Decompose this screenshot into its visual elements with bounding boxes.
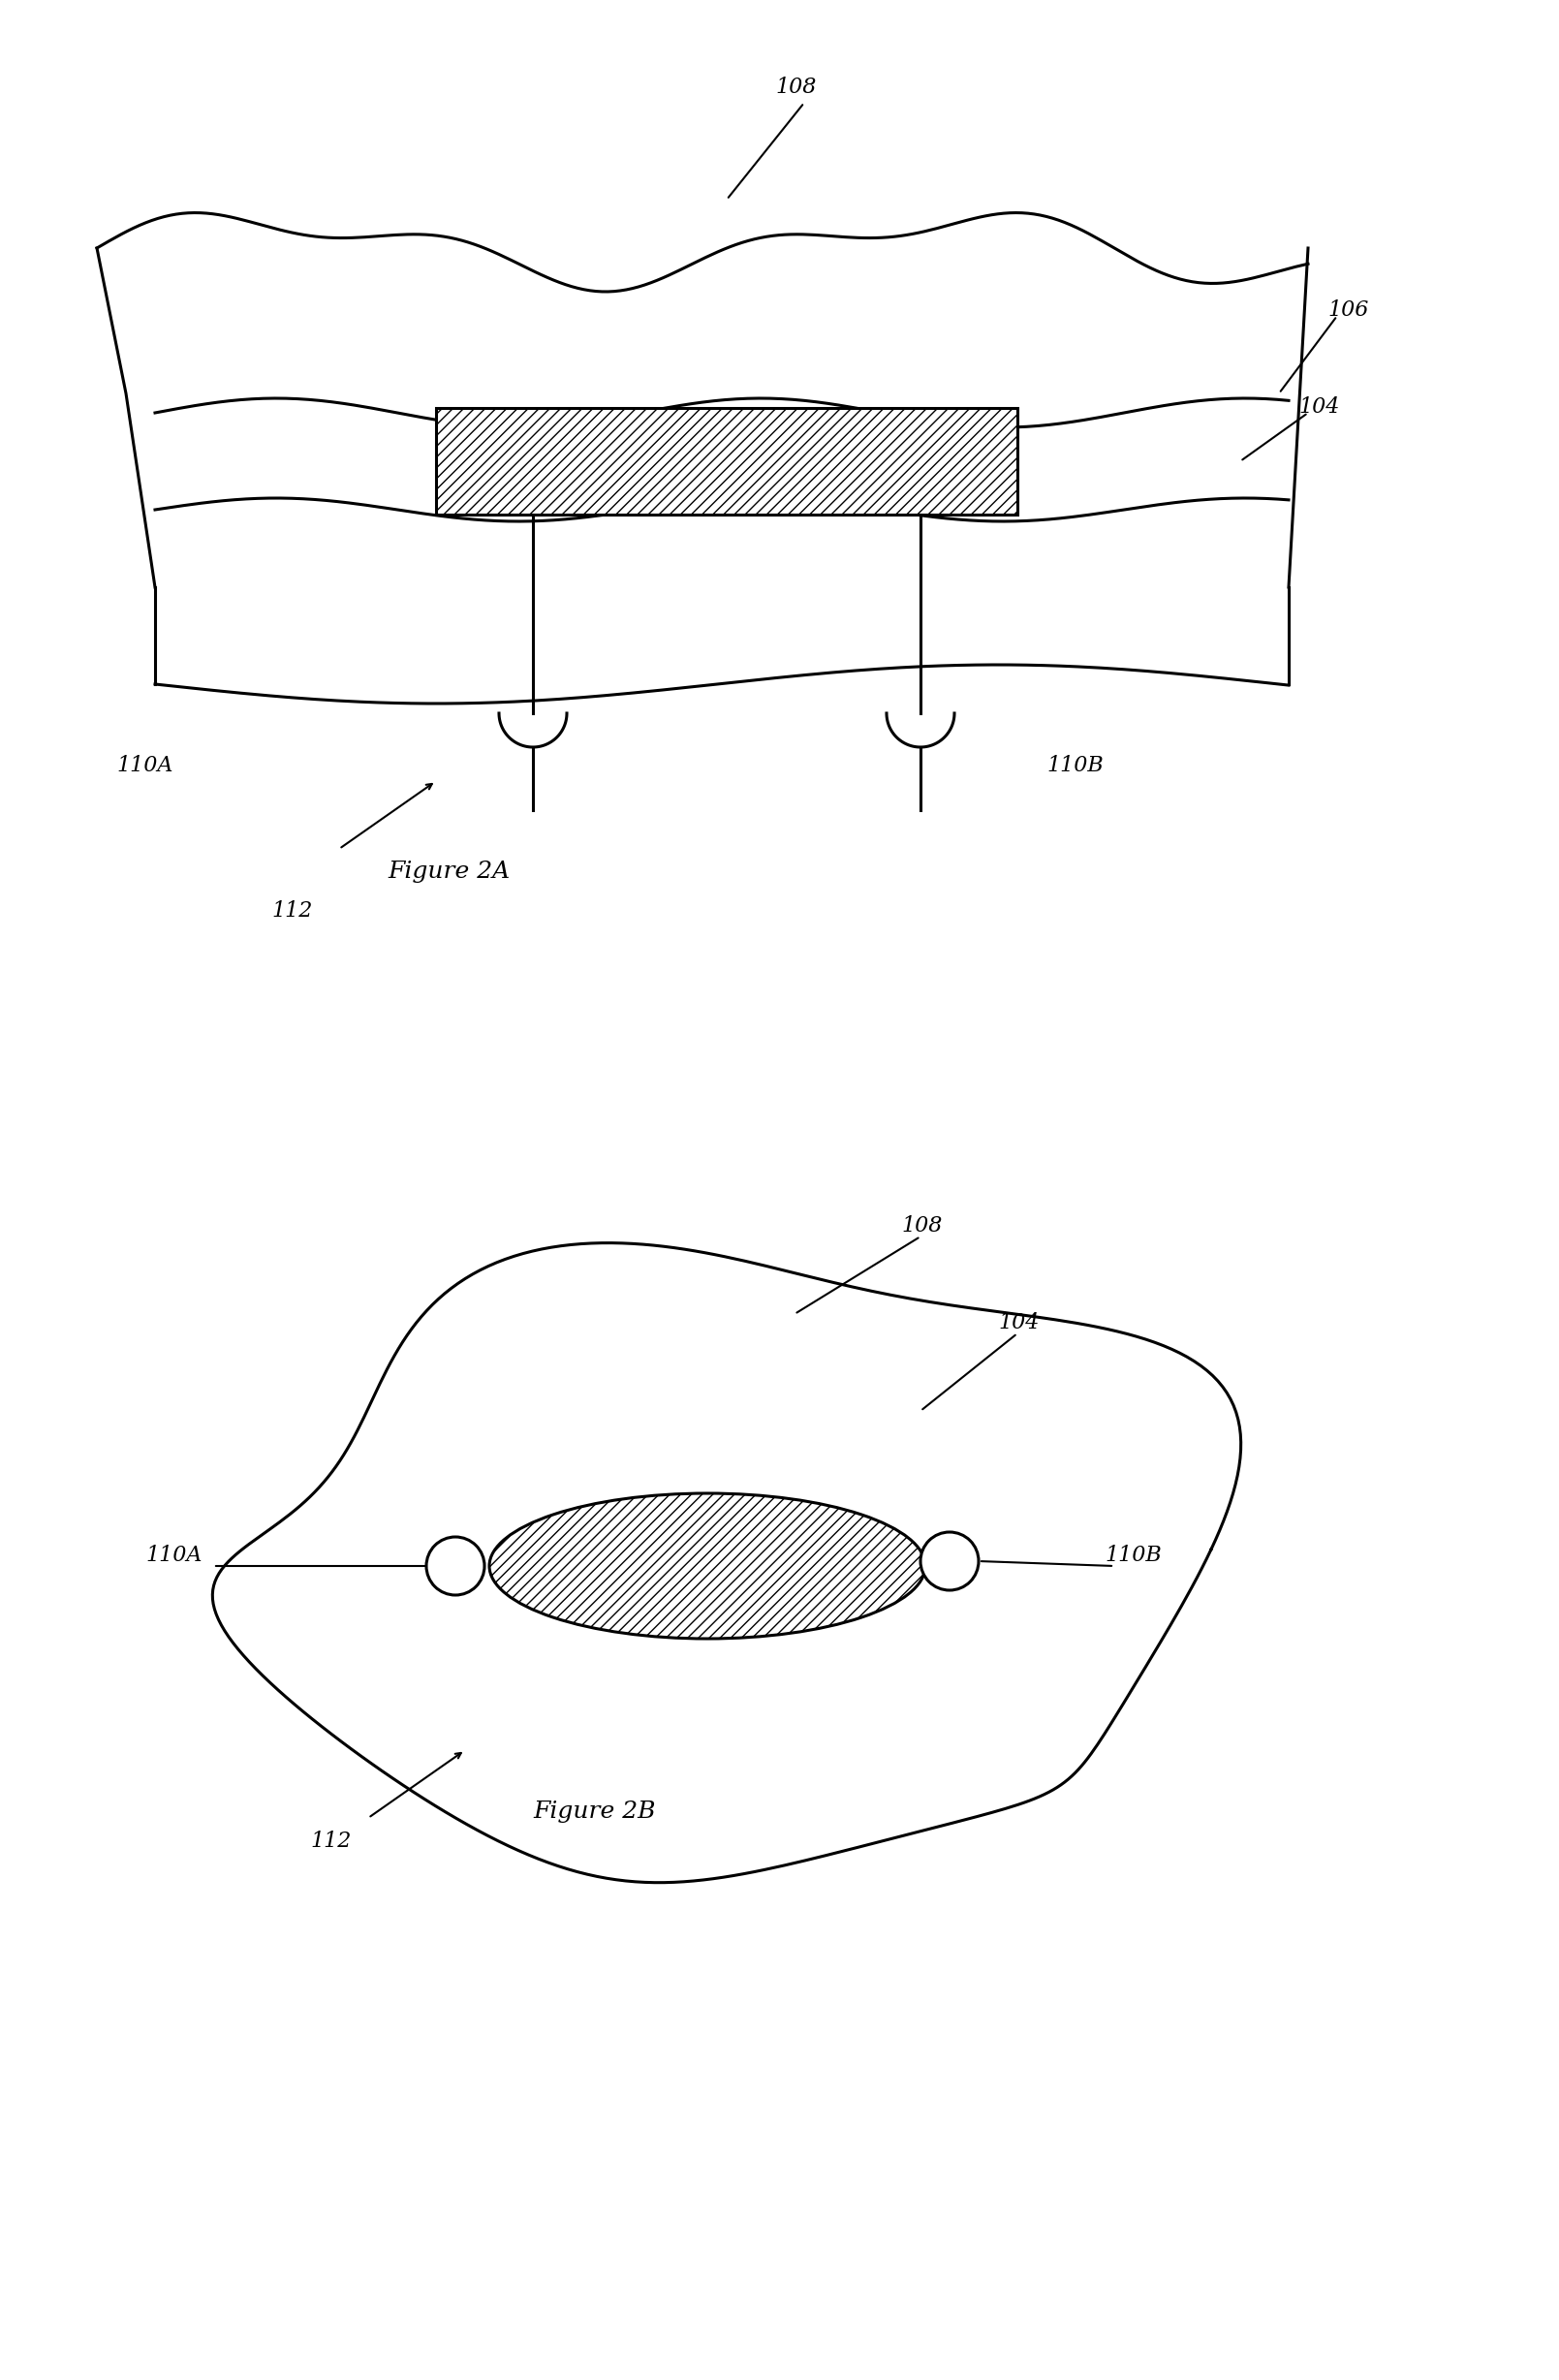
Text: 110A: 110A xyxy=(117,754,173,776)
Text: 112: 112 xyxy=(310,1830,351,1852)
Text: 106: 106 xyxy=(1327,300,1369,321)
Circle shape xyxy=(920,1533,979,1590)
Ellipse shape xyxy=(490,1492,926,1640)
Text: 104: 104 xyxy=(998,1311,1038,1333)
Text: Figure 2A: Figure 2A xyxy=(388,862,510,883)
Text: 104: 104 xyxy=(1299,397,1339,416)
Text: 110B: 110B xyxy=(1105,1545,1161,1566)
Bar xyxy=(437,407,1018,514)
Text: Figure 2B: Figure 2B xyxy=(533,1802,655,1823)
Circle shape xyxy=(426,1537,485,1595)
Text: 110A: 110A xyxy=(145,1545,203,1566)
Text: 108: 108 xyxy=(901,1216,942,1238)
Text: 112: 112 xyxy=(271,900,312,921)
Text: 110B: 110B xyxy=(1046,754,1104,776)
Text: 108: 108 xyxy=(775,76,817,98)
